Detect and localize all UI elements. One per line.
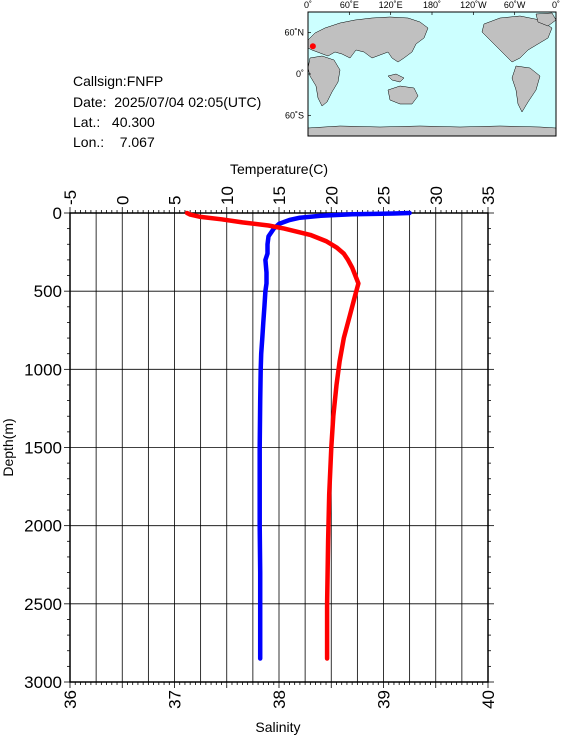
map-longitude-label: 0˚: [304, 0, 312, 10]
bottom-axis-tick-label: 38: [270, 690, 289, 709]
map-longitude-label: 60˚E: [340, 0, 359, 10]
map-longitude-label: 180˚: [423, 0, 441, 10]
world-map: 0˚ 60˚E 120˚E 180˚ 120˚W 60˚W 0˚ 60˚N 0˚ 60˚S: [284, 0, 560, 137]
map-ticks: 0˚ 60˚E 120˚E 180˚ 120˚W 60˚W 0˚ 60˚N 0˚ 60˚S: [284, 0, 560, 120]
land-greenland: [535, 12, 557, 27]
land-indonesia: [387, 73, 405, 83]
land-south-america: [511, 65, 541, 113]
salinity-profile-line: [184, 210, 361, 661]
map-longitude-label: 120˚E: [379, 0, 403, 10]
depth-tick-label: 500: [34, 282, 62, 301]
land-africa: [307, 55, 341, 107]
map-longitude-label: 60˚W: [504, 0, 526, 10]
land-australia: [387, 85, 419, 105]
top-axis-tick-label: 10: [218, 186, 237, 205]
date-text: Date: 2025/07/04 02:05(UTC): [73, 94, 262, 110]
map-land: [307, 12, 557, 137]
depth-axis-title: Depth(m): [0, 418, 16, 476]
latitude-text: Lat.: 40.300: [73, 114, 155, 130]
map-latitude-label: 60˚N: [284, 28, 304, 38]
top-axis-tick-label: 20: [322, 186, 341, 205]
top-axis-tick-label: -5: [61, 190, 80, 205]
depth-tick-label: 3000: [24, 673, 62, 692]
depth-tick-label: 1000: [24, 360, 62, 379]
bottom-axis-tick-label: 37: [166, 690, 185, 709]
series-layer: [184, 210, 412, 661]
top-axis-tick-label: 25: [375, 186, 394, 205]
temperature-axis-title: Temperature(C): [230, 161, 328, 177]
map-latitude-label: 60˚S: [285, 110, 304, 120]
temperature-profile-line: [257, 210, 412, 661]
map-longitude-label: 0˚: [552, 0, 560, 10]
salinity-axis-title: Salinity: [255, 719, 300, 735]
depth-tick-label: 2500: [24, 595, 62, 614]
bottom-axis-tick-label: 40: [479, 690, 498, 709]
top-axis-tick-label: 15: [270, 186, 289, 205]
longitude-text: Lon.: 7.067: [73, 134, 155, 150]
bottom-axis-tick-label: 39: [375, 690, 394, 709]
land-north-america: [481, 15, 553, 63]
top-axis-tick-label: 30: [427, 186, 446, 205]
map-longitude-label: 120˚W: [460, 0, 487, 10]
land-eurasia: [307, 16, 429, 63]
top-axis-tick-label: 5: [166, 196, 185, 205]
depth-tick-label: 2000: [24, 517, 62, 536]
land-antarctica: [307, 125, 557, 137]
top-axis-tick-label: 35: [479, 186, 498, 205]
callsign-text: Callsign:FNFP: [73, 73, 164, 89]
chart-grid: [70, 213, 488, 682]
station-marker: [309, 43, 316, 50]
plot-frame: [69, 212, 489, 683]
depth-tick-label: 0: [53, 204, 62, 223]
depth-tick-label: 1500: [24, 439, 62, 458]
top-axis-tick-label: 0: [113, 196, 132, 205]
bottom-axis-tick-label: 36: [61, 690, 80, 709]
map-latitude-label: 0˚: [296, 69, 304, 79]
